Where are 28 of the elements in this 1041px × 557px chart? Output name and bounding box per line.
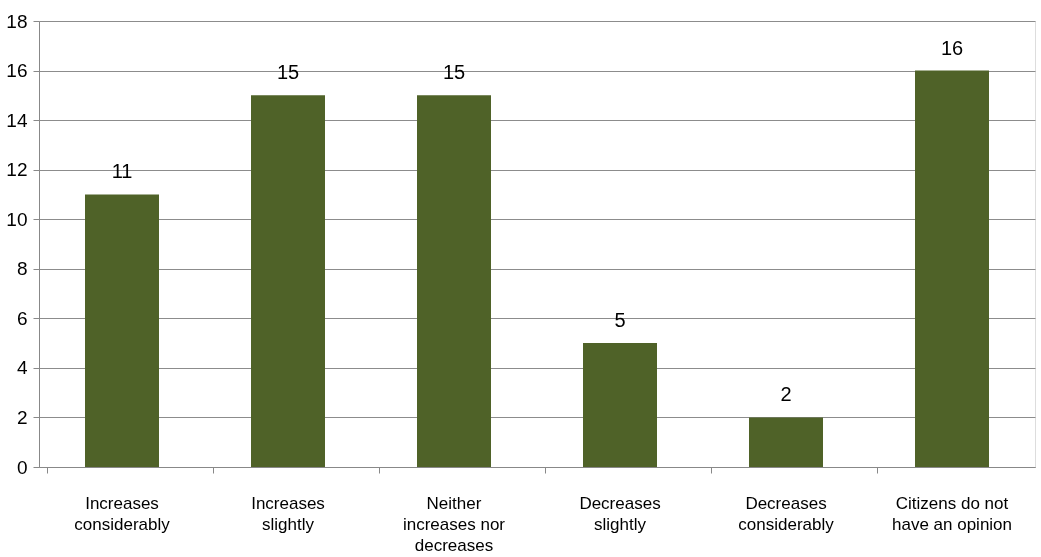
- x-tick-label: Neither increases nor decreases: [402, 493, 506, 555]
- y-tick-label: 0: [16, 456, 28, 478]
- data-label: 11: [111, 160, 133, 183]
- data-label: 2: [780, 383, 792, 406]
- x-tick-label: Decreases slightly: [579, 493, 661, 534]
- bar: [915, 70, 989, 467]
- y-tick-label: 16: [6, 60, 28, 82]
- bar: [417, 95, 491, 467]
- bar: [251, 95, 325, 467]
- x-tick-label: Citizens do not have an opinion: [891, 493, 1013, 534]
- bar: [749, 417, 823, 467]
- bar: [85, 194, 159, 467]
- y-tick-label: 4: [16, 357, 28, 379]
- y-tick-label: 8: [16, 258, 28, 280]
- y-tick-label: 14: [6, 109, 28, 131]
- data-label: 16: [940, 36, 964, 59]
- data-label: 5: [614, 309, 626, 332]
- y-tick-label: 18: [6, 10, 28, 32]
- bar: [583, 343, 657, 467]
- y-tick-label: 10: [6, 208, 28, 230]
- x-tick-label: Increases considerably: [74, 493, 171, 534]
- data-label: 15: [442, 61, 466, 84]
- y-tick-label: 12: [6, 159, 28, 181]
- y-tick-label: 6: [16, 307, 28, 329]
- data-label: 15: [276, 61, 300, 84]
- y-tick-label: 2: [16, 406, 28, 428]
- x-tick-label: Increases slightly: [251, 493, 325, 534]
- x-tick-label: Decreases considerably: [738, 493, 835, 534]
